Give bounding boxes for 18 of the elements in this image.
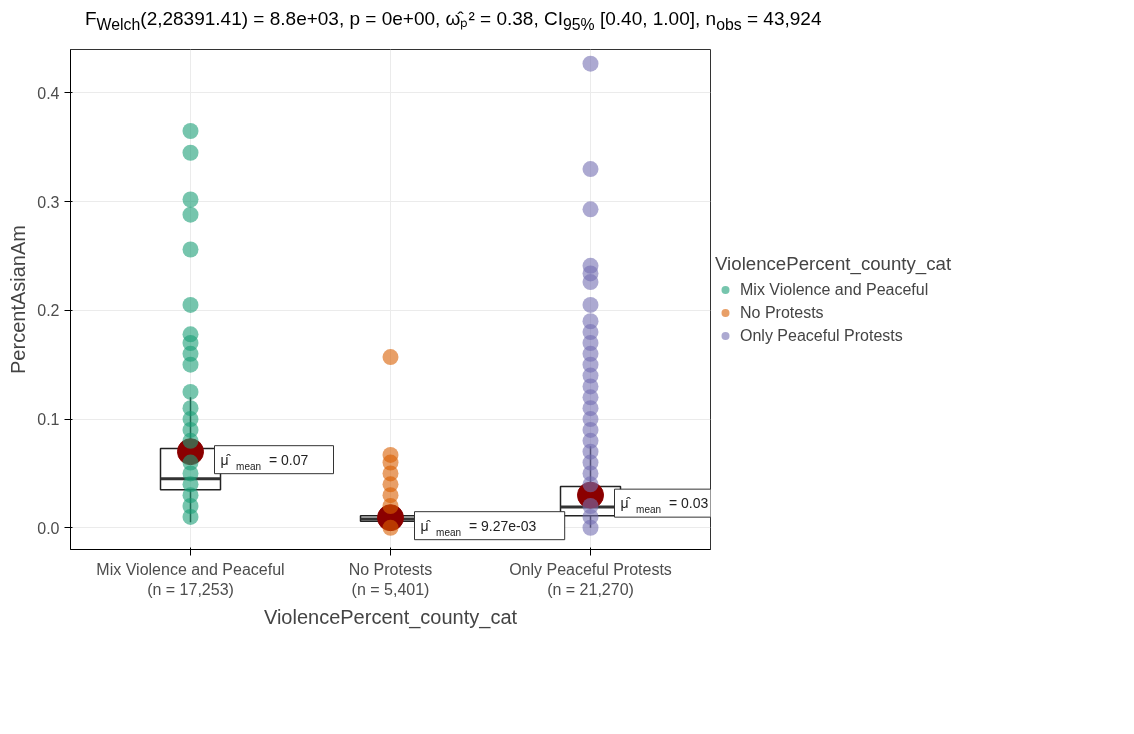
chart-title: F$_{Welch}$(2,28391.41) = 8.8e+03, p = 0e+00, ω̂ₚ² = 0.38, CI$_{95%}$ [0.40, 1.00], n$_{obs}$ = 43,924 (84, 7, 822, 35)
legend-label: No Protests (740, 303, 824, 322)
annotation: μ̂mean = 9.27e-03 (420, 517, 537, 538)
x-tick-label: Only Peaceful Protests (n = 21,270) (509, 560, 672, 598)
y-tick-label: 0.3 (37, 193, 60, 211)
y-tick-label: 0.1 (37, 411, 60, 429)
legend-label: Mix Violence and Peaceful (740, 280, 929, 299)
x-tick-label: Mix Violence and Peaceful (n = 17,253) (96, 560, 285, 598)
annotation: μ̂mean = 0.07 (220, 451, 309, 472)
legend-title: ViolencePercent_county_cat (263, 605, 518, 629)
legend-label: Only Peaceful Protests (740, 326, 903, 345)
y-tick-label: 0.2 (37, 302, 60, 320)
annotation: μ̂mean = 0.03 (620, 495, 709, 516)
x-axis-title: ViolencePercent_county_cat (715, 252, 952, 275)
x-tick-label: No Protests (n = 5,401) (348, 560, 433, 598)
y-axis-title: PercentAsianAm (7, 225, 30, 374)
y-tick-label: 0.4 (37, 84, 60, 102)
y-tick-label: 0.0 (37, 519, 60, 537)
